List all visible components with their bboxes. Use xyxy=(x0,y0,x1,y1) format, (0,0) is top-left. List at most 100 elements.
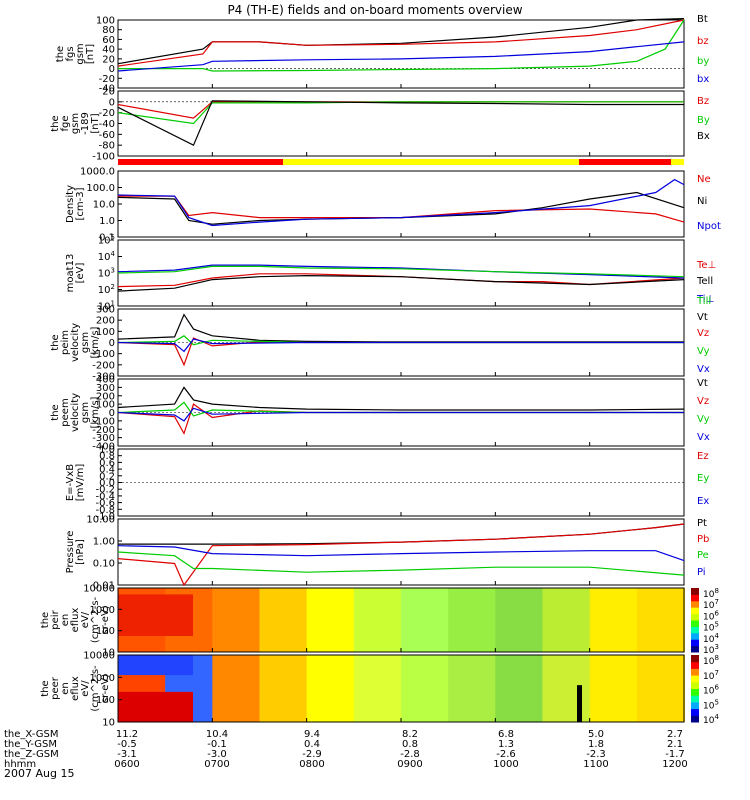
legend-entry: Ni xyxy=(697,196,707,207)
panel-pressure: 10.00 1.00 0.10 0.01 Pressure [nPa] Pt Pb Pe Pi xyxy=(65,515,709,592)
y-axis-label-line: peir xyxy=(50,609,61,629)
series-line-bz xyxy=(117,19,685,67)
legend-entry: Npot xyxy=(697,221,721,232)
y-axis-label-line: eV/ xyxy=(80,680,91,697)
y-axis-label-line: [mV/m] xyxy=(75,464,86,502)
y-tick-label: -0.2 xyxy=(95,485,115,496)
colorbar-step xyxy=(691,613,699,621)
colorbar-step xyxy=(691,661,699,669)
colorbar-step xyxy=(691,600,699,608)
legend-entry: Vt xyxy=(697,312,708,323)
series-line-Bx xyxy=(117,100,684,147)
y-tick-label: -0.6 xyxy=(95,498,115,509)
legend-entry: bx xyxy=(697,74,709,85)
spectrogram-cell xyxy=(542,588,591,652)
spectrogram-cell xyxy=(212,655,261,722)
y-tick-label: -300 xyxy=(92,372,115,383)
colorbar-step xyxy=(691,688,699,696)
y-tick-label: 0.1 xyxy=(99,233,115,244)
colorbar-step xyxy=(691,701,699,710)
x-axis-value: -0.5 xyxy=(117,739,137,750)
legend-entry: By xyxy=(697,115,710,126)
y-axis-label-line: [nT] xyxy=(85,44,96,64)
spectrogram-peer_eflux xyxy=(118,655,685,722)
y-tick-label: -300 xyxy=(92,433,115,444)
colorbar-step xyxy=(691,620,699,627)
y-axis-label-line: sr-eV) xyxy=(100,605,111,634)
y-axis-label-line: [eV] xyxy=(75,263,86,284)
y-tick-label: 105 xyxy=(98,234,115,247)
y-tick-label: -60 xyxy=(99,130,115,141)
y-tick-label: -0.8 xyxy=(95,505,115,516)
y-axis-label-line: [cm-3] xyxy=(75,187,86,220)
legend-entry: Bz xyxy=(697,96,709,107)
colorbar-label: 107 xyxy=(703,669,719,682)
x-axis-value: 8.2 xyxy=(402,729,418,740)
y-tick-label: 1.0 xyxy=(99,445,115,456)
colorbar-step xyxy=(691,632,699,640)
spectrogram-cell xyxy=(259,588,308,652)
y-tick-label: -20 xyxy=(99,108,115,119)
spectrogram-cell xyxy=(448,655,497,722)
y-tick-label: 0 xyxy=(109,97,115,108)
y-tick-label: 103 xyxy=(98,267,115,280)
spectrogram-cell xyxy=(448,588,497,652)
y-axis-label-line: the xyxy=(55,46,66,62)
legend-entry: Bx xyxy=(697,131,710,142)
panel-efield: 1.00.80.60.40.20.0-0.2-0.4-0.6-0.8-1.0 E=… xyxy=(65,445,709,523)
y-axis-label-line: the xyxy=(50,404,61,420)
legend-entry: Te⊥ xyxy=(696,260,716,271)
y-axis-label-line: peim xyxy=(60,330,71,355)
colorbar-step xyxy=(691,708,699,716)
x-axis-value: 0.8 xyxy=(402,739,418,750)
y-tick-label: 1000 xyxy=(90,605,115,616)
colorbar-step xyxy=(691,655,699,663)
spectrogram-cell xyxy=(577,685,582,722)
legend-entry: by xyxy=(697,56,709,67)
legend-entry: Ez xyxy=(697,451,709,462)
y-axis-label-line: en xyxy=(60,614,71,627)
x-axis-value: -1.7 xyxy=(665,749,685,760)
legend-entry: Pb xyxy=(697,534,709,545)
legend-entry: Ex xyxy=(697,496,709,507)
y-tick-label: -1.0 xyxy=(95,512,115,523)
x-axis-value: -2.8 xyxy=(400,749,420,760)
series-line-Vx xyxy=(117,407,684,422)
series-line-Vy xyxy=(117,335,684,346)
series-line-Pb xyxy=(117,523,685,587)
legend-entry: Ti⊥ xyxy=(696,294,714,305)
spectrogram-cell xyxy=(636,655,685,722)
x-axis-value: 0900 xyxy=(397,759,422,770)
spectrogram-cell xyxy=(401,655,450,722)
series-line-by xyxy=(118,19,685,72)
y-tick-label: 60 xyxy=(102,35,115,46)
colorbar-step xyxy=(691,645,699,653)
colorbar-label: 106 xyxy=(703,684,719,697)
y-tick-label: 0.6 xyxy=(99,458,115,469)
y-axis-label-line: eflux xyxy=(70,608,81,633)
legend-entry: Ey xyxy=(697,473,709,484)
x-axis-value: -3.1 xyxy=(117,749,137,760)
y-tick-label: 102 xyxy=(98,283,115,296)
spectrogram-cell xyxy=(118,691,193,722)
legend-entry: Vx xyxy=(697,364,710,375)
y-tick-label: 40 xyxy=(102,45,115,56)
x-axis-value: 1200 xyxy=(662,759,687,770)
y-tick-label: 100 xyxy=(96,695,115,706)
y-tick-label: 1.0 xyxy=(99,216,115,227)
y-axis-label-line: [km/s] xyxy=(90,396,101,428)
spectrogram-cell xyxy=(495,655,544,722)
y-tick-label: 0.2 xyxy=(99,471,115,482)
spectrogram-cell xyxy=(212,588,261,652)
spectrogram-peir_eflux xyxy=(118,588,685,652)
y-tick-label: -40 xyxy=(99,84,115,95)
y-axis-label-line: eflux xyxy=(70,676,81,701)
y-tick-label: 100 xyxy=(96,16,115,27)
y-axis-label-line: gsm xyxy=(75,43,86,64)
legend-entry: Tell xyxy=(696,276,713,287)
